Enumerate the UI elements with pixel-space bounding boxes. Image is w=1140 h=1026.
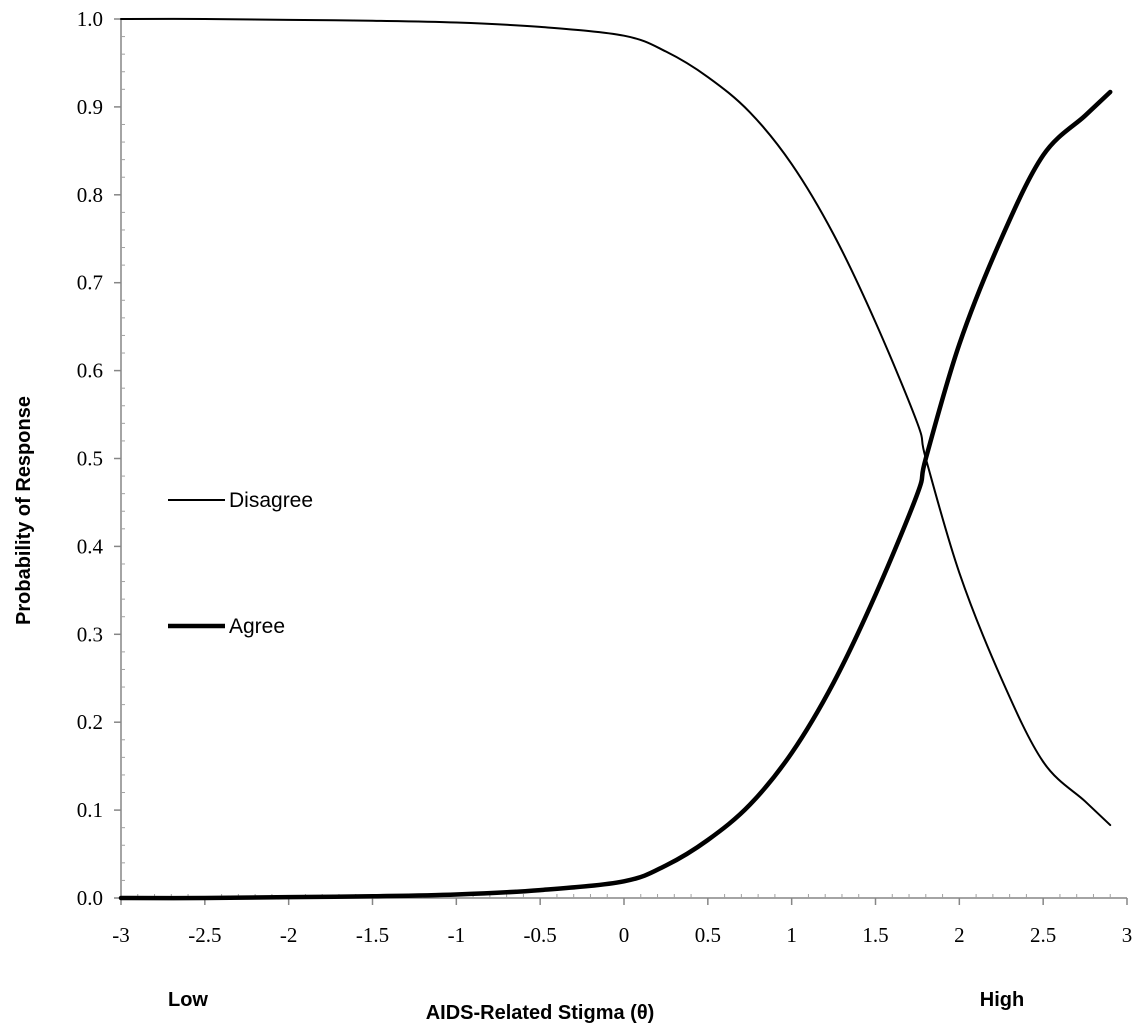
series-line-agree xyxy=(118,89,1113,901)
series-line-disagree xyxy=(120,17,1112,827)
y-ticks: 0.0 0.1 0.2 0.3 0.4 0.5 0.6 0.7 0.8 0.9 1.0 xyxy=(77,7,125,910)
legend: Disagree Agree xyxy=(168,489,313,638)
y-tick-label: 0.6 xyxy=(77,359,103,383)
y-tick-label: 1.0 xyxy=(77,7,103,31)
x-axis-title: AIDS-Related Stigma (θ) xyxy=(426,1002,655,1024)
y-tick-label: 0.8 xyxy=(77,183,103,207)
y-tick-label: 0.4 xyxy=(77,534,104,558)
axes: 0.0 0.1 0.2 0.3 0.4 0.5 0.6 0.7 0.8 0.9 1.0 -3 -2.5… xyxy=(77,7,1133,947)
y-axis-title: Probability of Response xyxy=(13,396,35,625)
series-group xyxy=(118,17,1113,901)
x-tick-label: 1 xyxy=(786,923,797,947)
x-low-label: Low xyxy=(168,989,208,1011)
x-tick-label: -0.5 xyxy=(524,923,557,947)
y-tick-label: 0.0 xyxy=(77,886,103,910)
x-tick-label: -2 xyxy=(280,923,298,947)
y-tick-label: 0.3 xyxy=(77,622,103,646)
x-tick-label: 2 xyxy=(954,923,965,947)
legend-label-disagree: Disagree xyxy=(229,489,313,512)
y-tick-label: 0.2 xyxy=(77,710,103,734)
x-tick-label: 0 xyxy=(619,923,630,947)
x-tick-label: 1.5 xyxy=(862,923,888,947)
legend-label-agree: Agree xyxy=(229,615,285,638)
x-tick-label: 3 xyxy=(1122,923,1133,947)
x-tick-label: -2.5 xyxy=(188,923,221,947)
y-tick-label: 0.5 xyxy=(77,447,103,471)
y-tick-label: 0.7 xyxy=(77,271,103,295)
y-tick-label: 0.9 xyxy=(77,95,103,119)
y-tick-label: 0.1 xyxy=(77,798,103,822)
x-tick-label: -1 xyxy=(448,923,466,947)
x-tick-label: -1.5 xyxy=(356,923,389,947)
x-tick-label: -3 xyxy=(112,923,130,947)
x-high-label: High xyxy=(980,989,1024,1011)
x-tick-label: 0.5 xyxy=(695,923,721,947)
x-ticks: -3 -2.5 -2 -1.5 -1 -0.5 0 0.5 1 1.5 2 2.5 3 xyxy=(112,894,1132,947)
x-tick-label: 2.5 xyxy=(1030,923,1056,947)
